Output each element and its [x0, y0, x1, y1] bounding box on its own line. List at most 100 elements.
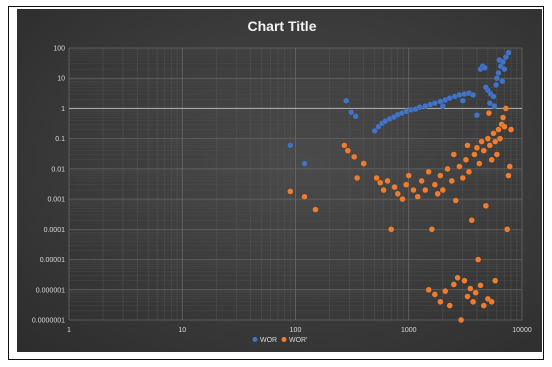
wor-prime-point [428, 226, 435, 233]
x-tick-label: 1000 [401, 327, 417, 334]
wor-prime-point [442, 288, 449, 295]
wor-prime-point [499, 114, 507, 121]
wor-prime-point [472, 289, 479, 296]
y-tick-label: 10 [57, 76, 65, 83]
wor-prime-point [490, 130, 497, 137]
y-tick-label: 0.0000001 [32, 318, 65, 325]
wor-prime-point [341, 142, 348, 149]
wor-prime-point [486, 142, 493, 149]
wor-prime-point [478, 138, 485, 145]
wor-prime-point [418, 177, 425, 185]
y-tick-label: 0.001 [47, 197, 65, 204]
wor-prime-point [462, 156, 470, 163]
wor-point [301, 160, 308, 167]
wor-point [501, 66, 508, 73]
wor-prime-point [431, 181, 438, 188]
wor-prime-point [446, 302, 453, 309]
wor-point [352, 113, 359, 120]
wor-point [499, 78, 506, 85]
wor-prime-point [456, 163, 463, 170]
wor-prime-point [403, 181, 410, 188]
wor-prime-point [482, 202, 490, 209]
legend: WOR WOR' [252, 337, 307, 344]
wor-prime-point [493, 151, 500, 158]
wor-prime-point [485, 110, 492, 117]
wor-prime-point [388, 226, 395, 233]
wor-point [496, 56, 503, 64]
wor-point [495, 69, 502, 77]
wor-point [456, 91, 463, 99]
wor-prime-point [391, 183, 398, 191]
wor-prime-point [454, 274, 461, 281]
wor-prime-point [477, 282, 484, 289]
wor-prime-point [467, 285, 474, 292]
y-tick-label: 0.00001 [40, 257, 65, 264]
wor-point [431, 100, 438, 107]
wor-prime-point [480, 302, 487, 309]
wor-prime-point [410, 186, 417, 194]
wor-point [348, 109, 355, 116]
wor-prime-point [448, 177, 455, 185]
wor-prime-point [480, 147, 487, 154]
wor-prime-point [469, 298, 477, 305]
wor-prime-point [434, 190, 441, 197]
wor-point [505, 49, 512, 56]
x-tick-label: 1 [67, 327, 71, 334]
wor-prime-point [425, 286, 432, 293]
wor-prime-point [405, 172, 412, 179]
wor-point [502, 53, 509, 61]
wor-point [469, 91, 477, 99]
wor-prime-point [354, 174, 361, 182]
chart-title: Chart Title [248, 18, 317, 34]
wor-prime-point [377, 179, 384, 186]
wor-prime-point [459, 174, 466, 182]
wor-prime-point [475, 256, 482, 263]
wor-point [492, 81, 500, 89]
wor-point [490, 93, 497, 100]
wor-point [439, 102, 446, 110]
wor-prime-point [360, 160, 367, 167]
data-points [287, 49, 515, 324]
y-axis-ticks: 100 10 1 0.1 0.01 0.001 0.0001 0.00001 0.000001 0… [32, 46, 65, 325]
wor-prime-point [464, 293, 471, 300]
wor-prime-point [384, 177, 391, 185]
wor-prime-point [414, 193, 421, 200]
wor-prime-point [452, 197, 459, 204]
wor-point [473, 112, 481, 119]
wor-point [486, 100, 493, 107]
wor-prime-point [437, 172, 444, 179]
wor-prime-point [461, 277, 468, 284]
wor-prime-point [301, 193, 308, 200]
wor-prime-point [380, 186, 387, 194]
x-tick-label: 10000 [512, 327, 532, 334]
wor-prime-point [507, 126, 515, 133]
wor-prime-point [492, 138, 499, 145]
wor-prime-point [495, 126, 502, 133]
x-tick-label: 100 [290, 327, 302, 334]
grid-lines [68, 47, 523, 321]
y-tick-label: 0.1 [55, 136, 65, 143]
y-tick-label: 0.000001 [36, 287, 65, 294]
wor-point [343, 97, 350, 104]
wor-prime-point [473, 144, 481, 151]
wor-prime-point [496, 135, 504, 142]
wor-prime-point [399, 196, 406, 203]
x-tick-label: 10 [178, 327, 186, 334]
wor-prime-point [471, 151, 478, 158]
wor-prime-point [373, 174, 380, 182]
wor-point [287, 142, 294, 149]
y-tick-label: 0.0001 [44, 227, 66, 234]
wor-prime-point [394, 190, 401, 197]
wor-point [459, 97, 466, 104]
wor-prime-point [502, 105, 509, 112]
wor-prime-point [431, 291, 438, 298]
wor-prime-point [488, 298, 495, 305]
y-tick-label: 0.01 [51, 166, 65, 173]
wor-prime-point [501, 123, 508, 130]
wor-prime-point [464, 142, 471, 149]
wor-point [493, 75, 500, 82]
wor-prime-point [468, 217, 475, 224]
legend-marker-wor [252, 337, 258, 342]
wor-prime-point [504, 226, 511, 233]
wor-prime-point [492, 277, 499, 284]
